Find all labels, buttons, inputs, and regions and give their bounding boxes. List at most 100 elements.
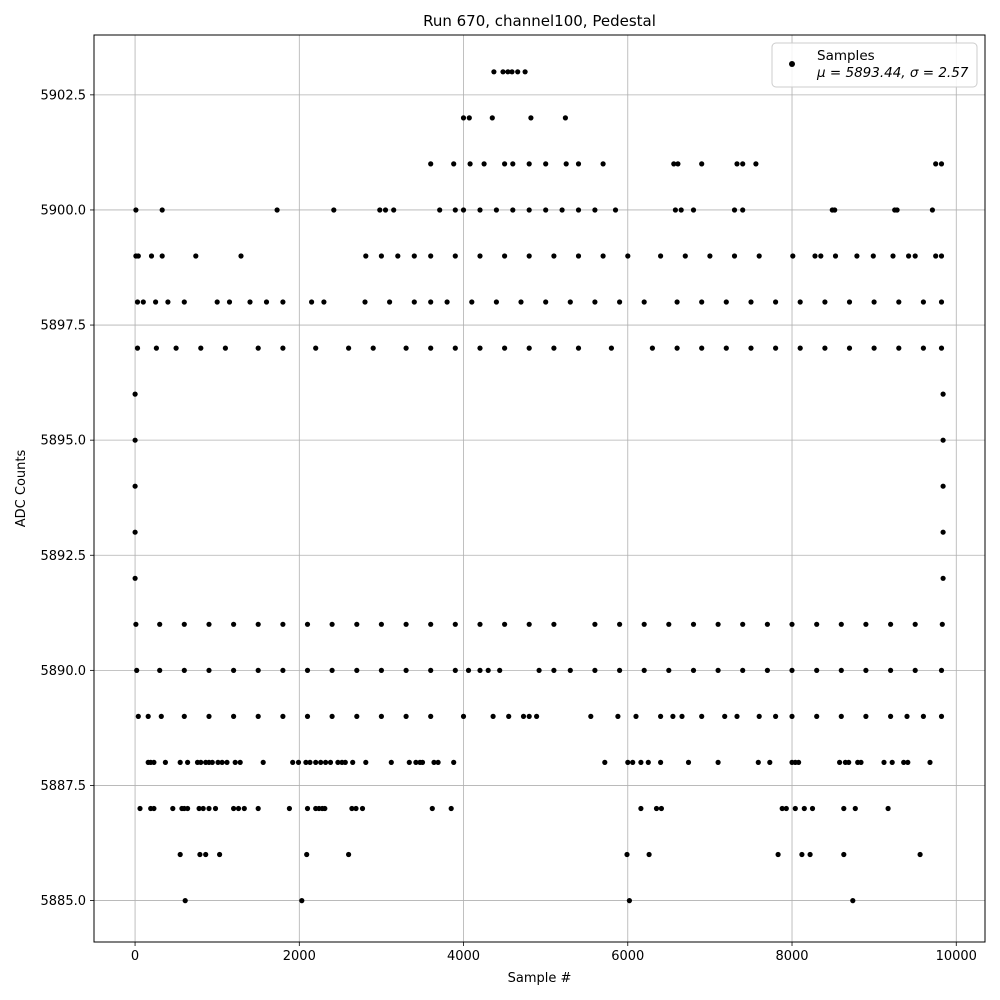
data-point: [588, 713, 594, 720]
data-point: [592, 207, 598, 213]
data-point: [906, 253, 912, 259]
data-point: [807, 851, 813, 858]
data-point: [699, 299, 705, 305]
data-point: [460, 207, 467, 213]
data-point: [641, 667, 647, 674]
data-point: [290, 759, 296, 766]
data-point: [670, 713, 676, 720]
data-point: [304, 851, 310, 858]
data-point: [690, 621, 697, 627]
data-point: [497, 667, 503, 674]
data-point: [896, 299, 902, 305]
data-point: [592, 667, 598, 674]
data-point: [304, 713, 311, 720]
data-point: [490, 713, 496, 720]
data-point: [699, 345, 705, 351]
data-point: [740, 621, 746, 627]
legend: Samples μ = 5893.44, σ = 2.57: [771, 42, 978, 88]
data-point: [255, 667, 261, 674]
data-point: [391, 207, 397, 213]
data-point: [255, 713, 261, 720]
data-point: [600, 161, 606, 167]
data-point: [515, 69, 521, 75]
data-point: [157, 667, 163, 674]
data-point: [342, 759, 348, 766]
data-point: [814, 667, 820, 674]
data-point: [485, 667, 491, 674]
data-point: [185, 805, 191, 812]
data-point: [303, 759, 309, 766]
data-point: [715, 621, 721, 627]
data-point: [428, 713, 434, 720]
data-point: [854, 253, 860, 259]
data-point: [905, 759, 911, 766]
data-point: [206, 667, 212, 674]
data-point: [938, 299, 945, 305]
data-point: [675, 161, 681, 167]
data-point: [646, 851, 652, 858]
data-point: [917, 851, 923, 858]
data-point: [477, 667, 483, 674]
data-point: [237, 759, 243, 766]
data-point: [520, 713, 527, 720]
data-point: [431, 759, 437, 766]
data-point: [359, 805, 366, 812]
data-point: [140, 299, 146, 305]
data-point: [707, 253, 713, 259]
data-point: [740, 207, 746, 213]
data-point: [182, 898, 188, 904]
data-point: [904, 713, 910, 720]
data-point: [452, 253, 458, 259]
data-point: [801, 805, 807, 812]
data-point: [181, 713, 187, 720]
legend-box: [771, 42, 978, 88]
plot-frame: [93, 34, 986, 943]
data-point: [929, 207, 936, 213]
data-point: [863, 667, 869, 674]
data-point: [452, 667, 458, 674]
data-point: [920, 713, 927, 720]
data-point: [157, 621, 163, 627]
data-point: [838, 667, 844, 674]
data-point: [280, 667, 286, 674]
axis-ticks: 0 2000 4000 6000 8000 10000 5885.0 5887.5 5890.0…: [41, 88, 977, 964]
data-point: [307, 759, 313, 766]
data-point: [134, 667, 140, 674]
data-point: [871, 299, 877, 305]
data-point: [773, 299, 779, 305]
data-point: [329, 667, 335, 674]
data-point: [280, 345, 286, 351]
data-point: [193, 253, 199, 259]
data-point: [690, 207, 697, 213]
data-point: [353, 805, 359, 812]
data-point: [846, 299, 853, 305]
data-point: [382, 207, 389, 213]
x-tick-label: 10000: [936, 949, 977, 964]
data-point: [362, 299, 368, 305]
data-point: [502, 345, 508, 351]
data-point: [814, 713, 820, 720]
data-point: [837, 759, 843, 766]
data-point: [767, 759, 773, 766]
data-point: [153, 299, 159, 305]
data-point: [822, 299, 828, 305]
data-point: [238, 253, 244, 259]
data-point: [235, 805, 242, 812]
data-point: [592, 621, 598, 627]
chart-title: Run 670, channel100, Pedestal: [423, 12, 656, 30]
data-point: [871, 345, 877, 351]
data-point: [832, 207, 838, 213]
data-point: [280, 299, 286, 305]
data-point: [543, 161, 549, 167]
data-point: [526, 207, 532, 213]
data-point: [822, 345, 828, 351]
data-point: [653, 805, 660, 812]
data-point: [789, 713, 795, 720]
data-point: [846, 345, 853, 351]
data-point: [255, 345, 261, 351]
data-point: [509, 69, 515, 75]
data-point: [491, 69, 497, 75]
data-point: [222, 345, 228, 351]
data-point: [309, 299, 315, 305]
